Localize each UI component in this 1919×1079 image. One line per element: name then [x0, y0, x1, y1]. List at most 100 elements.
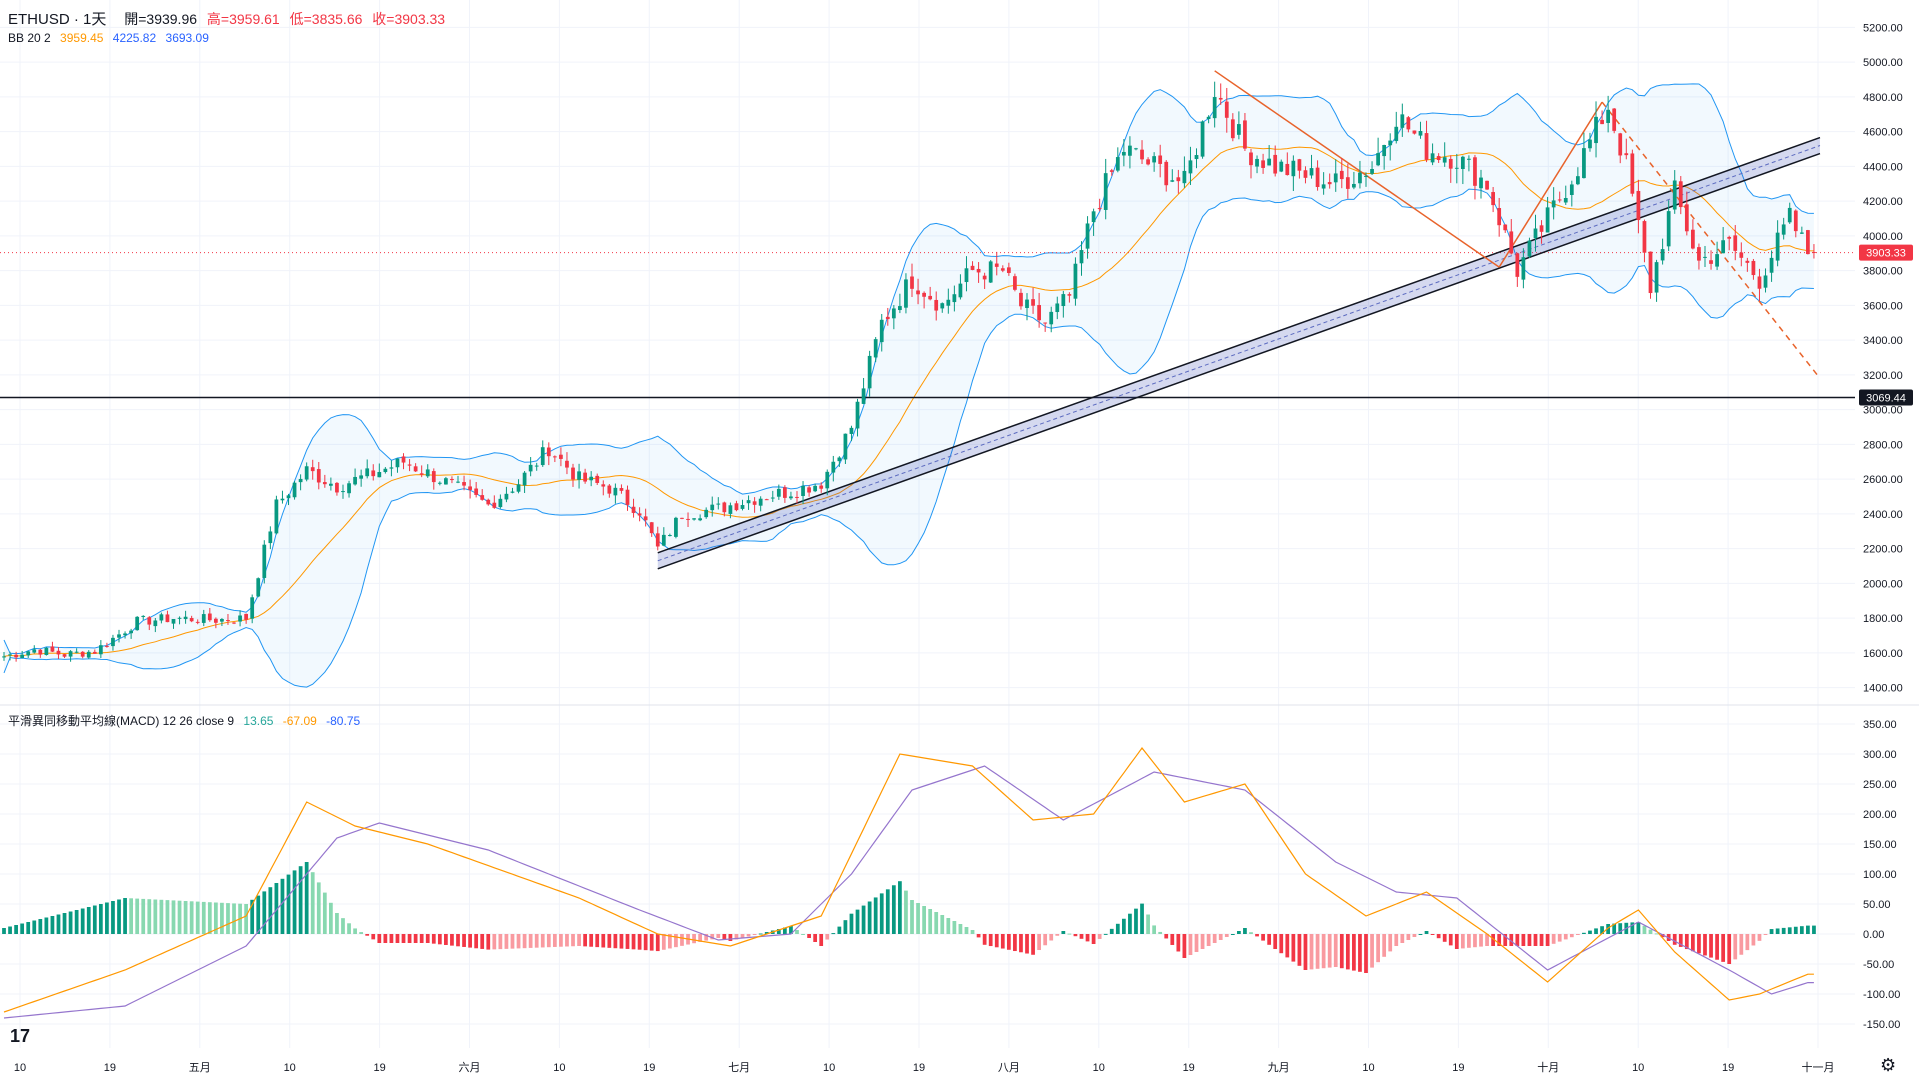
candle-body	[1745, 260, 1750, 263]
candle	[1176, 169, 1181, 194]
candle-body	[1115, 157, 1120, 171]
time-tick-label: 十一月	[1802, 1060, 1835, 1074]
macd-histogram-bar	[1285, 934, 1290, 958]
symbol-title[interactable]: ETHUSD · 1天	[8, 11, 107, 28]
candle	[1037, 292, 1041, 328]
macd-histogram-bar	[1697, 934, 1701, 954]
candle	[1043, 322, 1048, 332]
candle	[565, 452, 569, 475]
bb-legend[interactable]: BB 20 2 3959.45 4225.82 3693.09	[8, 31, 215, 45]
candle	[213, 617, 218, 629]
macd-histogram-bar	[1612, 923, 1617, 934]
candle	[1497, 197, 1502, 237]
candle	[444, 476, 448, 485]
candle	[1642, 219, 1647, 263]
macd-histogram-bar	[1352, 934, 1356, 971]
candle	[1013, 273, 1017, 292]
candle	[1400, 103, 1405, 137]
macd-histogram-bar	[1388, 934, 1393, 952]
candle-body	[595, 475, 600, 483]
tradingview-logo-icon[interactable]: 17	[10, 1026, 31, 1046]
symbol-legend[interactable]: ETHUSD · 1天 開=3939.96 高=3959.61 低=3835.6…	[8, 8, 451, 29]
candle-body	[280, 498, 285, 501]
candle	[1394, 111, 1399, 144]
macd-histogram-bar	[789, 926, 793, 934]
candle-body	[546, 447, 551, 457]
candle	[976, 262, 981, 283]
macd-histogram-bar	[1551, 934, 1556, 944]
candle-body	[1666, 211, 1671, 247]
candle	[304, 462, 309, 482]
candle-body	[1454, 167, 1459, 169]
candle	[80, 651, 85, 659]
candle-body	[1442, 157, 1447, 163]
time-tick-label: 10	[284, 1062, 296, 1074]
candle	[752, 497, 757, 513]
candle	[1333, 159, 1338, 192]
macd-legend[interactable]: 平滑異同移動平均線(MACD) 12 26 close 9 13.65 -67.…	[8, 712, 366, 729]
candle-body	[1019, 292, 1023, 307]
macd-tick-label: 350.00	[1863, 719, 1897, 731]
candle-body	[849, 427, 854, 434]
candle-body	[371, 470, 376, 477]
macd-histogram-bar	[1382, 934, 1387, 957]
candle-body	[1358, 172, 1362, 184]
macd-histogram-bar	[153, 899, 158, 934]
candle	[1267, 145, 1272, 166]
candle	[1672, 170, 1677, 214]
macd-histogram-bar	[1533, 934, 1538, 946]
macd-histogram-bar	[425, 934, 430, 943]
candle	[1085, 216, 1090, 259]
candle	[1733, 225, 1738, 261]
macd-histogram-bar	[1194, 934, 1199, 952]
candle	[286, 493, 291, 506]
macd-histogram-bar	[1715, 934, 1719, 960]
macd-histogram-bar	[910, 900, 914, 934]
candle-body	[1285, 163, 1290, 176]
candle	[38, 648, 43, 658]
candle	[1049, 306, 1054, 333]
gear-icon[interactable]: ⚙	[1880, 1055, 1897, 1075]
candle	[789, 491, 793, 500]
price-tick-label: 4600.00	[1863, 127, 1903, 139]
bb-basis-line	[3, 146, 1814, 657]
macd-histogram-bar	[444, 934, 448, 945]
macd-histogram-bar	[1055, 934, 1060, 936]
candle-body	[437, 482, 442, 484]
macd-histogram-bar	[1303, 934, 1308, 970]
macd-histogram-bar	[1188, 934, 1193, 955]
macd-histogram-bar	[201, 901, 206, 934]
price-tick-label: 3800.00	[1863, 266, 1903, 278]
candle-body	[1031, 299, 1035, 306]
macd-histogram-bar	[286, 874, 291, 934]
candle-body	[1267, 158, 1272, 166]
candle-body	[1575, 176, 1580, 185]
candle	[274, 495, 279, 535]
candle-body	[1327, 182, 1332, 185]
candle-body	[1224, 101, 1229, 118]
candle-body	[1491, 192, 1495, 206]
macd-histogram-bar	[552, 934, 557, 947]
macd-histogram-bar	[1158, 931, 1163, 934]
macd-histogram-bar	[1170, 934, 1175, 945]
macd-histogram-bar	[1763, 934, 1768, 935]
candle-body	[226, 620, 230, 622]
macd-histogram-bar	[1630, 922, 1635, 934]
macd-histogram-bar	[1812, 925, 1816, 934]
time-tick-label: 九月	[1268, 1061, 1290, 1074]
candle-body	[1703, 256, 1707, 258]
candle	[643, 508, 648, 527]
candle-body	[1473, 157, 1477, 186]
candle	[1618, 132, 1623, 164]
candle-body	[1733, 235, 1738, 251]
candle	[365, 459, 370, 479]
bb-basis-value: 3959.45	[60, 31, 104, 45]
macd-histogram-bar	[98, 904, 103, 934]
macd-histogram-bar	[1255, 934, 1259, 937]
candle	[111, 634, 115, 651]
macd-histogram-bar	[1509, 934, 1514, 946]
candle	[359, 469, 364, 487]
candle-body	[74, 651, 79, 653]
macd-pane	[2, 747, 1816, 1019]
candle	[1339, 157, 1344, 189]
